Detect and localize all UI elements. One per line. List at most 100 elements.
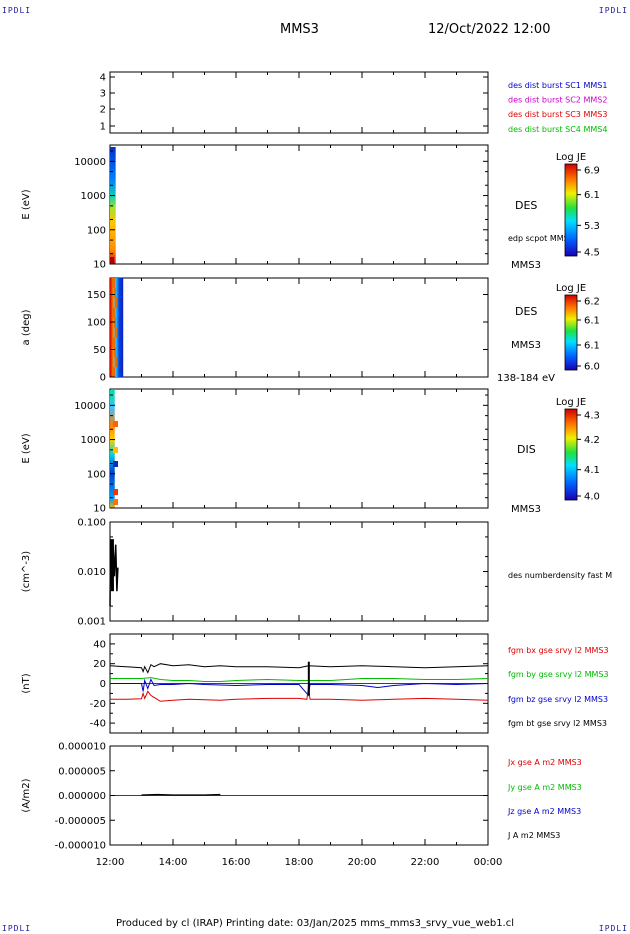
des-pitch-streak <box>114 347 116 358</box>
x-axis-tick-label: 16:00 <box>222 857 251 868</box>
density-panel-ytick-label: 0.100 <box>77 518 106 529</box>
dis-energy-colorbar-label: 4.2 <box>584 435 600 446</box>
des-pitch-panel-ylabel: a (deg) <box>21 309 32 345</box>
des-pitch-streak <box>113 367 115 377</box>
des-energy-spectrogram-low-band <box>110 257 114 263</box>
des-energy-panel-ytick-label: 10000 <box>74 157 106 168</box>
des-pitch-streak <box>114 287 116 298</box>
dis-energy-colorbar-title: Log JE <box>556 397 586 408</box>
des-pitch-panel-frame <box>109 277 489 378</box>
des-energy-panel-ytick-label: 100 <box>87 225 106 236</box>
density-panel-frame <box>109 521 489 622</box>
dis-energy-colorbar-label: 4.1 <box>584 465 600 476</box>
des-energy-panel-ytick-label: 1000 <box>81 191 106 202</box>
sc-panel-ytick-label: 1 <box>100 122 106 133</box>
multi-panel-plot: 4 3 2 1 des dist burst SC1 MMS1 des dist burs… <box>21 71 612 868</box>
dis-energy-blob <box>113 421 118 427</box>
dis-energy-colorbar-label: 4.0 <box>584 492 600 503</box>
corner-label-bottom-left: IPDLI <box>2 924 32 933</box>
density-panel-ytick-label: 0.010 <box>77 567 106 578</box>
corner-label-top-right: IPDLI <box>598 6 628 15</box>
des-pitch-streak <box>113 278 115 288</box>
x-axis-tick-label: 14:00 <box>159 857 188 868</box>
dis-energy-panel-ylabel: E (eV) <box>21 433 32 463</box>
des-pitch-sc-label: MMS3 <box>511 340 541 351</box>
des-energy-panel-frame <box>109 144 489 265</box>
dis-energy-panel-ytick-label: 1000 <box>81 435 106 446</box>
dis-energy-blob <box>113 461 118 467</box>
density-legend: des numberdensity fast M <box>508 571 612 580</box>
corner-label-top-left: IPDLI <box>2 6 32 15</box>
fgm-panel-ytick-label: -40 <box>90 719 106 730</box>
fgm-panel-ytick-label: -20 <box>90 699 106 710</box>
des-pitch-energy-range: 138-184 eV <box>497 373 555 384</box>
des-pitch-panel-ytick-label: 100 <box>87 318 106 329</box>
des-energy-colorbar <box>564 163 578 257</box>
dis-energy-sc-label: MMS3 <box>511 504 541 515</box>
sc-panel-ytick-label: 2 <box>100 105 106 116</box>
fgm-legend-bx: fgm bx gse srvy l2 MMS3 <box>508 646 609 655</box>
x-axis-tick-label: 12:00 <box>96 857 125 868</box>
current-legend-1: Jy gse A m2 MMS3 <box>507 783 582 792</box>
dis-energy-panel-frame <box>109 388 489 509</box>
des-pitch-streak <box>115 357 117 368</box>
legend-mms2: des dist burst SC2 MMS2 <box>508 96 607 105</box>
des-pitch-instrument-label: DES <box>515 305 537 318</box>
fgm-panel-ylabel: (nT) <box>21 673 32 693</box>
fgm-legend-bt: fgm bt gse srvy l2 MMS3 <box>508 719 607 728</box>
des-pitch-colorbar-label: 6.1 <box>584 341 600 352</box>
des-pitch-streak <box>114 317 116 328</box>
des-energy-sc-label: MMS3 <box>511 260 541 271</box>
current-panel-ytick-label: 0.000005 <box>58 766 106 777</box>
footer-credit: Produced by cl (IRAP) Printing date: 03/… <box>115 918 515 929</box>
des-pitch-panel-ytick-label: 150 <box>87 290 106 301</box>
current-panel-ytick-label: 0.000000 <box>58 791 106 802</box>
legend-mms4: des dist burst SC4 MMS4 <box>508 125 607 134</box>
des-pitch-colorbar <box>564 294 578 371</box>
dis-energy-panel-ytick-label: 10 <box>93 504 106 515</box>
fgm-series-bx <box>110 686 489 702</box>
des-pitch-colorbar-label: 6.2 <box>584 297 600 308</box>
current-panel-ytick-label: -0.000005 <box>55 816 106 827</box>
fgm-panel-ytick-label: 20 <box>93 659 106 670</box>
current-panel-ytick-label: 0.000010 <box>58 742 106 753</box>
current-panel-ylabel: (A/m2) <box>21 778 32 812</box>
legend-mms3: des dist burst SC3 MMS3 <box>508 110 607 119</box>
fgm-series-by <box>110 677 489 682</box>
x-axis-tick-label: 22:00 <box>411 857 440 868</box>
legend-mms1: des dist burst SC1 MMS1 <box>508 81 607 90</box>
des-energy-panel-ylabel: E (eV) <box>21 189 32 219</box>
des-energy-scpot-label: edp scpot MMS3 <box>508 234 574 243</box>
current-series-j <box>141 793 221 796</box>
current-legend-3: J A m2 MMS3 <box>507 831 560 840</box>
x-axis-tick-label: 18:00 <box>285 857 314 868</box>
dis-energy-colorbar <box>564 408 578 501</box>
des-energy-colorbar-label: 5.3 <box>584 221 600 232</box>
des-pitch-colorbar-label: 6.0 <box>584 362 600 373</box>
des-pitch-streak <box>115 327 117 338</box>
fgm-legend-bz: fgm bz gse srvy l2 MMS3 <box>508 695 608 704</box>
sc-panel-ytick-label: 4 <box>100 73 106 84</box>
dis-energy-panel-ytick-label: 10000 <box>74 401 106 412</box>
density-panel-ytick-label: 0.001 <box>77 617 106 628</box>
corner-label-bottom-right: IPDLI <box>598 924 628 933</box>
spacecraft-title: MMS3 <box>280 22 319 37</box>
fgm-panel-ytick-label: 0 <box>100 679 106 690</box>
des-pitch-streak <box>115 297 117 308</box>
x-axis-tick-label: 00:00 <box>474 857 503 868</box>
fgm-panel-ytick-label: 40 <box>93 639 106 650</box>
dis-energy-blob <box>113 447 118 453</box>
current-legend-2: Jz gse A m2 MMS3 <box>507 807 581 816</box>
des-energy-colorbar-label: 4.5 <box>584 248 600 259</box>
dis-energy-blob <box>113 489 118 495</box>
plot-datetime: 12/Oct/2022 12:00 <box>428 22 551 37</box>
des-energy-instrument-label: DES <box>515 199 537 212</box>
fgm-series-bt <box>109 663 489 674</box>
des-pitch-panel-ytick-label: 0 <box>100 373 106 384</box>
dis-energy-blob <box>113 499 118 505</box>
des-energy-colorbar-label: 6.9 <box>584 166 600 177</box>
dis-energy-panel-ytick-label: 100 <box>87 469 106 480</box>
des-pitch-streak <box>113 307 115 318</box>
des-pitch-streak <box>113 337 115 348</box>
des-pitch-colorbar-label: 6.1 <box>584 316 600 327</box>
